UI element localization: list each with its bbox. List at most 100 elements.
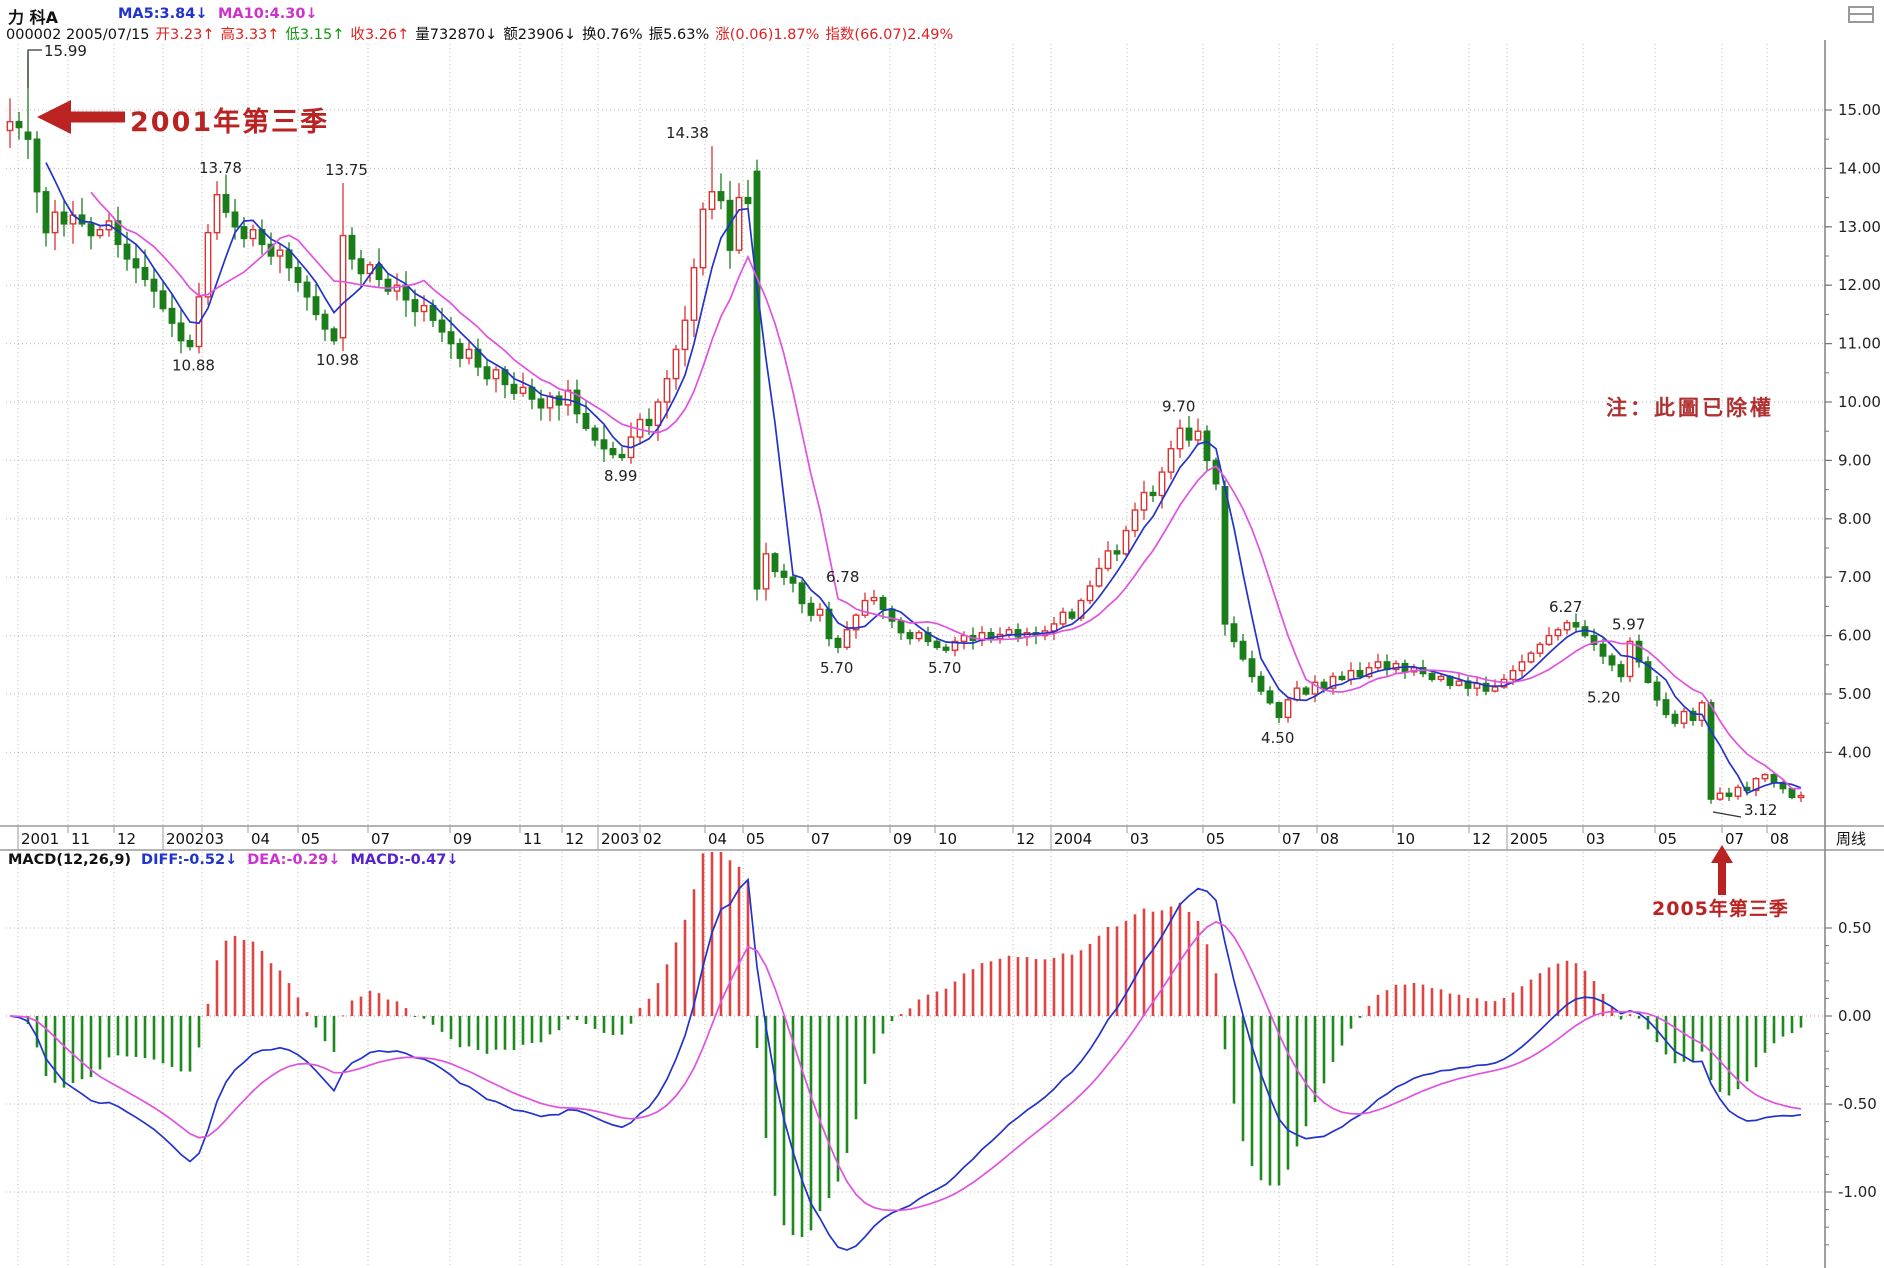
ma5-value: MA5:3.84↓	[118, 6, 208, 22]
svg-text:5.70: 5.70	[928, 659, 961, 677]
svg-text:10: 10	[938, 830, 957, 848]
svg-text:10.00: 10.00	[1838, 393, 1881, 411]
svg-text:12: 12	[565, 830, 584, 848]
svg-text:8.00: 8.00	[1838, 510, 1871, 528]
quote-field: 额23906↓	[503, 27, 577, 43]
svg-text:07: 07	[1282, 830, 1301, 848]
svg-text:13.78: 13.78	[199, 159, 242, 177]
svg-text:6.27: 6.27	[1549, 598, 1582, 616]
period-label[interactable]: 周线	[1836, 830, 1866, 848]
svg-text:14.00: 14.00	[1838, 159, 1881, 177]
candles	[6, 52, 1805, 804]
svg-text:12.00: 12.00	[1838, 276, 1881, 294]
svg-text:08: 08	[1320, 830, 1339, 848]
ma5-line	[45, 162, 1802, 795]
macd-indicator-row: MACD(12,26,9) DIFF:-0.52↓ DEA:-0.29↓ MACD:-…	[8, 852, 469, 868]
svg-text:2001: 2001	[21, 830, 59, 848]
svg-text:03: 03	[205, 830, 224, 848]
axes: 15.00 14.00 13.00 12.00 11.00 10.00 9.00 8.00 7.…	[0, 40, 1884, 1268]
annotation-exrights-note: 注：此圖已除權	[1606, 396, 1774, 420]
svg-text:09: 09	[893, 830, 912, 848]
svg-text:15.99: 15.99	[44, 42, 87, 60]
svg-text:07: 07	[811, 830, 830, 848]
quote-field: 低3.15↑	[285, 27, 345, 43]
svg-text:2005: 2005	[1510, 830, 1548, 848]
svg-text:9.70: 9.70	[1162, 398, 1195, 416]
svg-text:10.98: 10.98	[316, 351, 359, 369]
svg-text:4.50: 4.50	[1261, 729, 1294, 747]
svg-text:03: 03	[1586, 830, 1605, 848]
quote-field: 000002 2005/07/15	[6, 27, 150, 43]
ma10-line	[90, 191, 1802, 790]
svg-text:2002: 2002	[166, 830, 204, 848]
svg-text:05: 05	[746, 830, 765, 848]
quote-field: DIFF:-0.52↓	[141, 852, 238, 868]
page-icon-bar	[1850, 13, 1872, 15]
svg-text:2004: 2004	[1054, 830, 1092, 848]
svg-text:10: 10	[1396, 830, 1415, 848]
svg-text:04: 04	[251, 830, 270, 848]
svg-text:6.00: 6.00	[1838, 627, 1871, 645]
svg-text:6.78: 6.78	[826, 568, 859, 586]
quote-row: 000002 2005/07/15 开3.23↑ 高3.33↑ 低3.15↑ 收3.26…	[6, 23, 959, 44]
annotation-2005-q3: 2005年第三季	[1652, 898, 1789, 920]
svg-text:8.99: 8.99	[604, 467, 637, 485]
svg-text:07: 07	[371, 830, 390, 848]
svg-text:3.12: 3.12	[1744, 801, 1777, 819]
quote-field: 高3.33↑	[220, 27, 280, 43]
svg-text:12: 12	[1472, 830, 1491, 848]
svg-text:13.00: 13.00	[1838, 218, 1881, 236]
ma10-value: MA10:4.30↓	[218, 6, 318, 22]
svg-text:10.88: 10.88	[172, 357, 215, 375]
svg-text:4.00: 4.00	[1838, 743, 1871, 761]
svg-text:0.50: 0.50	[1838, 919, 1871, 937]
quote-field: 换0.76%	[582, 27, 643, 43]
svg-text:11: 11	[71, 830, 90, 848]
macd-pane	[9, 852, 1803, 1251]
svg-text:03: 03	[1130, 830, 1149, 848]
red-arrows	[37, 100, 1733, 895]
quote-field: MACD:-0.47↓	[350, 852, 459, 868]
time-axis: 2001 11 12 2002 03 04 05 07 09 11 12 2003 02 04 05 07 09…	[17, 826, 1866, 850]
svg-text:05: 05	[1658, 830, 1677, 848]
svg-text:05: 05	[301, 830, 320, 848]
quote-field: 涨(0.06)1.87%	[715, 27, 820, 43]
quote-field: 量732870↓	[415, 27, 498, 43]
svg-text:-0.50: -0.50	[1838, 1095, 1877, 1113]
svg-text:0.00: 0.00	[1838, 1007, 1871, 1025]
annotation-2001-q3: 2001年第三季	[130, 107, 330, 138]
svg-text:11: 11	[523, 830, 542, 848]
svg-text:07: 07	[1725, 830, 1744, 848]
quote-field: DEA:-0.29↓	[247, 852, 341, 868]
svg-text:5.70: 5.70	[820, 659, 853, 677]
quote-field: 开3.23↑	[155, 27, 215, 43]
stock-name: 力 科A	[8, 8, 58, 27]
quote-field: 收3.26↑	[350, 27, 410, 43]
svg-text:13.75: 13.75	[325, 161, 368, 179]
svg-text:12: 12	[117, 830, 136, 848]
quote-field: MACD(12,26,9)	[8, 852, 132, 868]
svg-text:02: 02	[643, 830, 662, 848]
svg-text:11.00: 11.00	[1838, 335, 1881, 353]
svg-text:-1.00: -1.00	[1838, 1183, 1877, 1201]
quote-field: 振5.63%	[648, 27, 710, 43]
svg-text:9.00: 9.00	[1838, 451, 1871, 469]
svg-text:04: 04	[708, 830, 727, 848]
svg-text:5.00: 5.00	[1838, 685, 1871, 703]
svg-text:15.00: 15.00	[1838, 101, 1881, 119]
price-annotations: 13.78 10.88 13.75 10.98 8.99 14.38 6.78 5.70 5.7…	[27, 42, 1777, 819]
svg-text:5.20: 5.20	[1587, 688, 1620, 706]
svg-text:09: 09	[453, 830, 472, 848]
svg-text:5.97: 5.97	[1612, 615, 1645, 633]
svg-text:05: 05	[1206, 830, 1225, 848]
svg-text:7.00: 7.00	[1838, 568, 1871, 586]
quote-field: 指数(66.07)2.49%	[825, 27, 954, 43]
svg-text:12: 12	[1016, 830, 1035, 848]
gridlines	[6, 44, 1825, 1268]
svg-text:08: 08	[1770, 830, 1789, 848]
svg-text:14.38: 14.38	[666, 124, 709, 142]
svg-text:2003: 2003	[601, 830, 639, 848]
page-icon[interactable]	[1848, 6, 1874, 23]
